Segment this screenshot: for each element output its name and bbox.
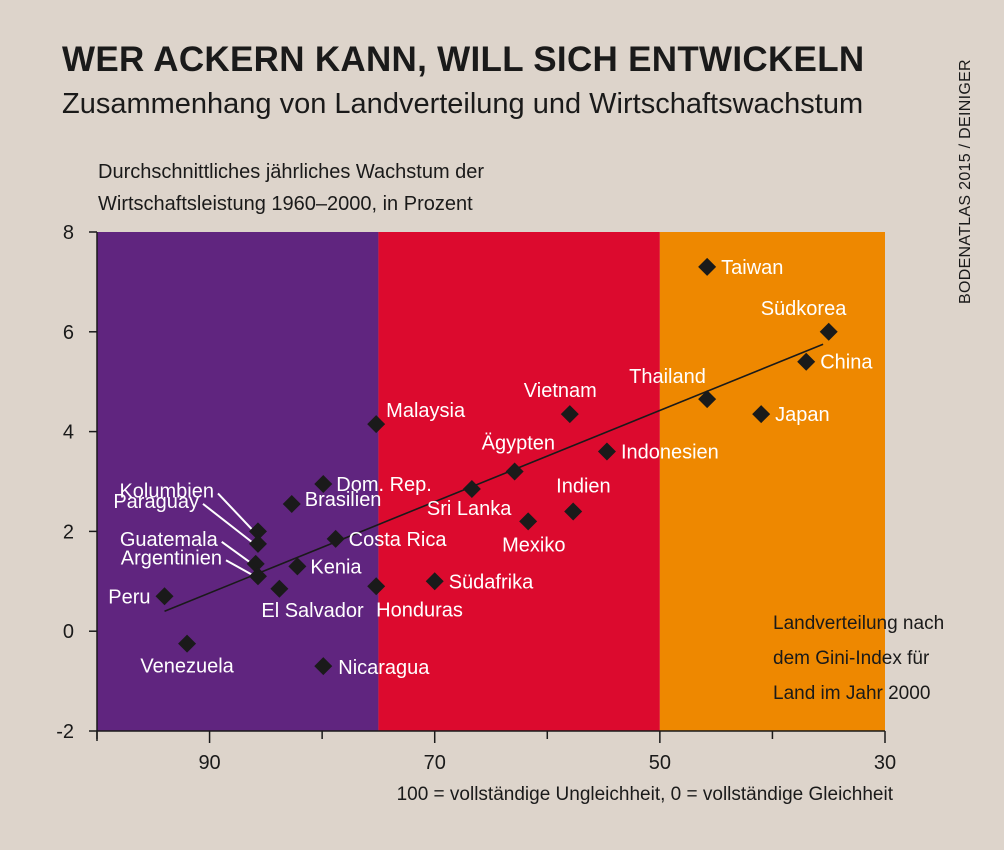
- point-venezuela: [178, 634, 197, 653]
- point-thailand: [698, 390, 717, 409]
- point-indien: [564, 502, 583, 521]
- chart-title: WER ACKERN KANN, WILL SICH ENTWICKELN: [62, 40, 865, 79]
- band-2: [378, 232, 660, 731]
- y-axis-label-line-2: Wirtschaftsleistung 1960–2000, in Prozen…: [98, 193, 473, 215]
- leader-line-argentinien: [225, 559, 254, 577]
- point-label-mexiko: Mexiko: [502, 534, 565, 556]
- point-label-thailand: Thailand: [629, 366, 706, 388]
- point-label-honduras: Honduras: [376, 599, 463, 621]
- point-peru: [155, 587, 174, 606]
- point-china: [797, 352, 816, 371]
- point-brasilien: [282, 494, 301, 513]
- point-label-kenia: Kenia: [310, 556, 362, 578]
- point-label-japan: Japan: [775, 404, 830, 426]
- x-tick-label: 90: [198, 752, 220, 774]
- point-guatemala: [246, 554, 265, 573]
- point-label-argentinien: Argentinien: [121, 547, 222, 569]
- point-honduras: [367, 577, 386, 596]
- point-label-el-salvador: El Salvador: [261, 600, 364, 622]
- point-label-indonesien: Indonesien: [621, 442, 719, 464]
- legend-line-2: dem Gini-Index für: [773, 648, 930, 669]
- band-1: [97, 232, 379, 731]
- x-axis-label: 100 = vollständige Ungleichheit, 0 = vol…: [397, 784, 894, 805]
- point-label-china: China: [820, 352, 873, 374]
- point-japan: [752, 405, 771, 424]
- point-label-südkorea: Südkorea: [761, 298, 847, 320]
- y-tick-label: 2: [63, 521, 74, 543]
- y-axis-label-line-1: Durchschnittliches jährliches Wachstum d…: [98, 161, 485, 183]
- y-tick-label: 4: [63, 422, 74, 444]
- point-label-nicaragua: Nicaragua: [338, 657, 430, 679]
- point-label-brasilien: Brasilien: [305, 489, 382, 511]
- point-label-paraguay: Paraguay: [113, 491, 199, 513]
- point-taiwan: [698, 257, 717, 276]
- x-tick-label: 50: [649, 752, 671, 774]
- point-label-venezuela: Venezuela: [140, 656, 234, 678]
- chart-subtitle: Zusammenhang von Landverteilung und Wirt…: [62, 88, 864, 120]
- leader-line-kolumbien: [217, 492, 254, 532]
- point-label-ägypten: Ägypten: [482, 433, 555, 455]
- x-tick-label: 30: [874, 752, 896, 774]
- point-costa-rica: [326, 529, 345, 548]
- y-tick-label: 6: [63, 322, 74, 344]
- point-paraguay: [248, 534, 267, 553]
- point-vietnam: [560, 405, 579, 424]
- point-malaysia: [367, 415, 386, 434]
- legend-line-1: Landverteilung nach: [773, 613, 944, 634]
- point-label-peru: Peru: [108, 586, 150, 608]
- leader-line-guatemala: [221, 541, 252, 564]
- point-kenia: [288, 557, 307, 576]
- point-label-vietnam: Vietnam: [524, 380, 597, 402]
- leader-line-paraguay: [202, 503, 254, 544]
- y-tick-label: 8: [63, 222, 74, 244]
- y-axis-label: Durchschnittliches jährliches Wachstum d…: [98, 156, 484, 220]
- point-label-südafrika: Südafrika: [449, 571, 534, 593]
- point-ägypten: [505, 462, 524, 481]
- point-label-malaysia: Malaysia: [386, 400, 466, 422]
- point-argentinien: [248, 567, 267, 586]
- band-3: [659, 232, 885, 731]
- y-tick-label: 0: [63, 621, 74, 643]
- point-südafrika: [425, 572, 444, 591]
- point-mexiko: [519, 512, 538, 531]
- point-sri-lanka: [462, 479, 481, 498]
- point-label-dom-rep: Dom. Rep.: [336, 474, 432, 496]
- point-label-sri-lanka: Sri Lanka: [427, 498, 512, 520]
- point-label-kolumbien: Kolumbien: [119, 480, 214, 502]
- point-dom-rep: [314, 474, 333, 493]
- trend-line: [164, 343, 824, 612]
- point-el-salvador: [270, 579, 289, 598]
- point-label-guatemala: Guatemala: [120, 529, 219, 551]
- y-tick-label: -2: [56, 721, 74, 743]
- point-kolumbien: [248, 522, 267, 541]
- point-label-costa-rica: Costa Rica: [349, 529, 448, 551]
- point-indonesien: [597, 442, 616, 461]
- legend-line-3: Land im Jahr 2000: [773, 683, 930, 704]
- point-label-taiwan: Taiwan: [721, 257, 783, 279]
- point-nicaragua: [314, 657, 333, 676]
- point-label-indien: Indien: [556, 475, 611, 497]
- point-südkorea: [819, 322, 838, 341]
- x-tick-label: 70: [424, 752, 446, 774]
